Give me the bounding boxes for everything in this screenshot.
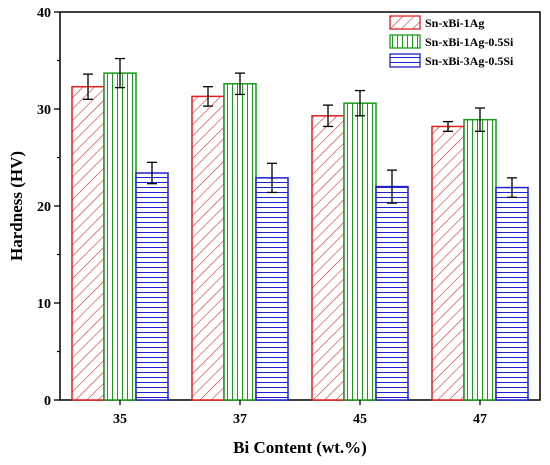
bar-1-35 — [71, 85, 105, 401]
error-bar-3-35 — [147, 161, 157, 185]
y-tick-label: 10 — [37, 297, 51, 312]
legend-swatch — [389, 34, 421, 49]
error-bar-3-37 — [267, 162, 277, 194]
error-bar-2-47 — [475, 107, 485, 132]
error-bar-2-45 — [355, 89, 365, 117]
legend-label: Sn-xBi-3Ag-0.5Si — [425, 54, 514, 68]
y-axis-title: Hardness (HV) — [7, 151, 26, 261]
bar-3-47 — [495, 186, 529, 401]
bar — [191, 95, 225, 401]
bar — [255, 177, 289, 401]
x-tick-label: 37 — [233, 412, 247, 427]
legend-item-1: Sn-xBi-1Ag — [389, 15, 484, 30]
bar — [135, 172, 169, 401]
bar — [71, 85, 105, 401]
bar — [495, 186, 529, 401]
error-bar-1-35 — [83, 73, 93, 100]
error-bars-layer — [83, 57, 517, 204]
y-tick-label: 20 — [37, 200, 51, 215]
error-bar-3-47 — [507, 177, 517, 198]
bar-2-45 — [343, 102, 377, 401]
x-tick-label: 35 — [113, 412, 127, 427]
legend-label: Sn-xBi-1Ag — [425, 16, 484, 30]
y-tick-label: 0 — [44, 394, 51, 409]
error-bar-3-45 — [387, 169, 397, 204]
bar — [311, 115, 345, 401]
bar-2-37 — [223, 83, 257, 401]
bar-1-47 — [431, 125, 465, 401]
error-bar-2-35 — [115, 57, 125, 89]
bar-3-35 — [135, 172, 169, 401]
bars-layer — [71, 72, 529, 401]
error-bar-1-45 — [323, 104, 333, 128]
bar — [343, 102, 377, 401]
bar — [223, 83, 257, 401]
y-tick-label: 30 — [37, 103, 51, 118]
bar — [375, 185, 409, 401]
bar-2-35 — [103, 72, 137, 401]
legend-item-2: Sn-xBi-1Ag-0.5Si — [389, 34, 514, 49]
bar — [463, 118, 497, 401]
error-bar-1-47 — [443, 120, 453, 132]
legend-item-3: Sn-xBi-3Ag-0.5Si — [389, 53, 514, 68]
x-axis-title: Bi Content (wt.%) — [233, 438, 367, 457]
bar — [431, 125, 465, 401]
y-tick-label: 40 — [37, 6, 51, 21]
bar-3-45 — [375, 185, 409, 401]
legend: Sn-xBi-1Ag Sn-xBi-1Ag-0.5Si Sn-xBi-3Ag-0.5… — [389, 15, 514, 68]
legend-swatch — [389, 53, 421, 68]
x-tick-label: 47 — [473, 412, 487, 427]
legend-label: Sn-xBi-1Ag-0.5Si — [425, 35, 514, 49]
bar-1-45 — [311, 115, 345, 401]
bar-1-37 — [191, 95, 225, 401]
axes-layer: 35 37 45 47 0 10 20 30 40 — [37, 6, 487, 427]
bar-2-47 — [463, 118, 497, 401]
error-bar-2-37 — [235, 72, 245, 96]
bar-3-37 — [255, 177, 289, 401]
legend-swatch — [389, 15, 421, 30]
x-tick-label: 45 — [353, 412, 367, 427]
error-bar-1-37 — [203, 86, 213, 107]
bar — [103, 72, 137, 401]
